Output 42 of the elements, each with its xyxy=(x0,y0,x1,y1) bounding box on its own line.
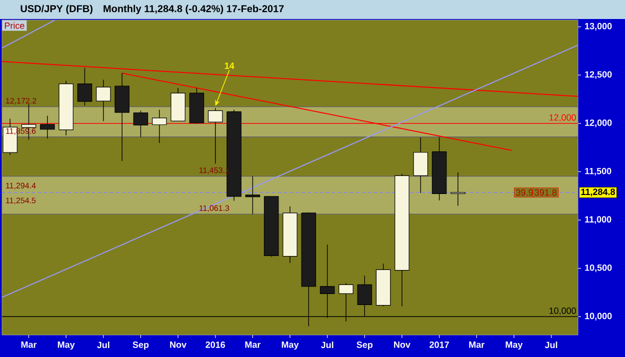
candlestick xyxy=(40,115,55,139)
x-tick-label: Mar xyxy=(469,342,484,348)
annotation: 11,294.4 xyxy=(6,182,36,190)
x-tick-label: May xyxy=(58,342,75,350)
x-tick-label: 2016 xyxy=(206,342,226,348)
x-tick-label: Jul xyxy=(320,342,334,348)
chart-subtitle: Monthly 11,284.8 (-0.42%) 17-Feb-2017 xyxy=(104,4,284,14)
x-tick-label: Sep xyxy=(132,342,149,350)
candlestick xyxy=(245,176,260,214)
x-tick-label: Sep xyxy=(356,342,373,350)
annotation: 12,172.2 xyxy=(6,98,36,105)
x-tick-label: Mar xyxy=(245,342,261,348)
x-tick-label: May xyxy=(282,342,299,350)
y-tick-label: 12,000 xyxy=(585,120,612,128)
y-tick-label: 11,500 xyxy=(585,168,612,176)
x-tick-label: May xyxy=(506,342,523,350)
x-tick-label: 2017 xyxy=(430,342,449,348)
candlestick xyxy=(133,110,148,138)
chart-title: USD/JPY (DFB) xyxy=(20,4,92,14)
x-tick-label: Mar xyxy=(21,342,37,348)
y-tick-label: 11,000 xyxy=(585,216,612,224)
candlestick xyxy=(96,79,111,122)
x-tick-label: Nov xyxy=(394,342,410,348)
x-tick-label: Jul xyxy=(544,342,558,348)
candlestick xyxy=(152,109,167,144)
annotation: 14 xyxy=(224,62,234,69)
candlestick xyxy=(413,137,428,194)
candlestick xyxy=(450,172,466,206)
candlestick xyxy=(77,68,92,106)
x-tick-label: Jul xyxy=(97,342,110,348)
y-tick-label: 10,000 xyxy=(585,312,612,320)
ref-line-label: 11,284.8 xyxy=(581,188,615,196)
annotation: 11,254.5 xyxy=(6,198,36,204)
y-tick-label: 12,500 xyxy=(585,71,612,79)
ref-line-label: 10,000 xyxy=(549,308,576,315)
candlestick xyxy=(208,108,223,164)
y-tick-label: 13,000 xyxy=(585,22,612,31)
ref-line-label: 12,000 xyxy=(549,114,576,122)
y-tick-label: 10,500 xyxy=(585,264,612,272)
annotation: 391.8 xyxy=(534,189,557,196)
x-tick-label: Nov xyxy=(170,342,186,348)
annotation: Price xyxy=(4,22,24,29)
